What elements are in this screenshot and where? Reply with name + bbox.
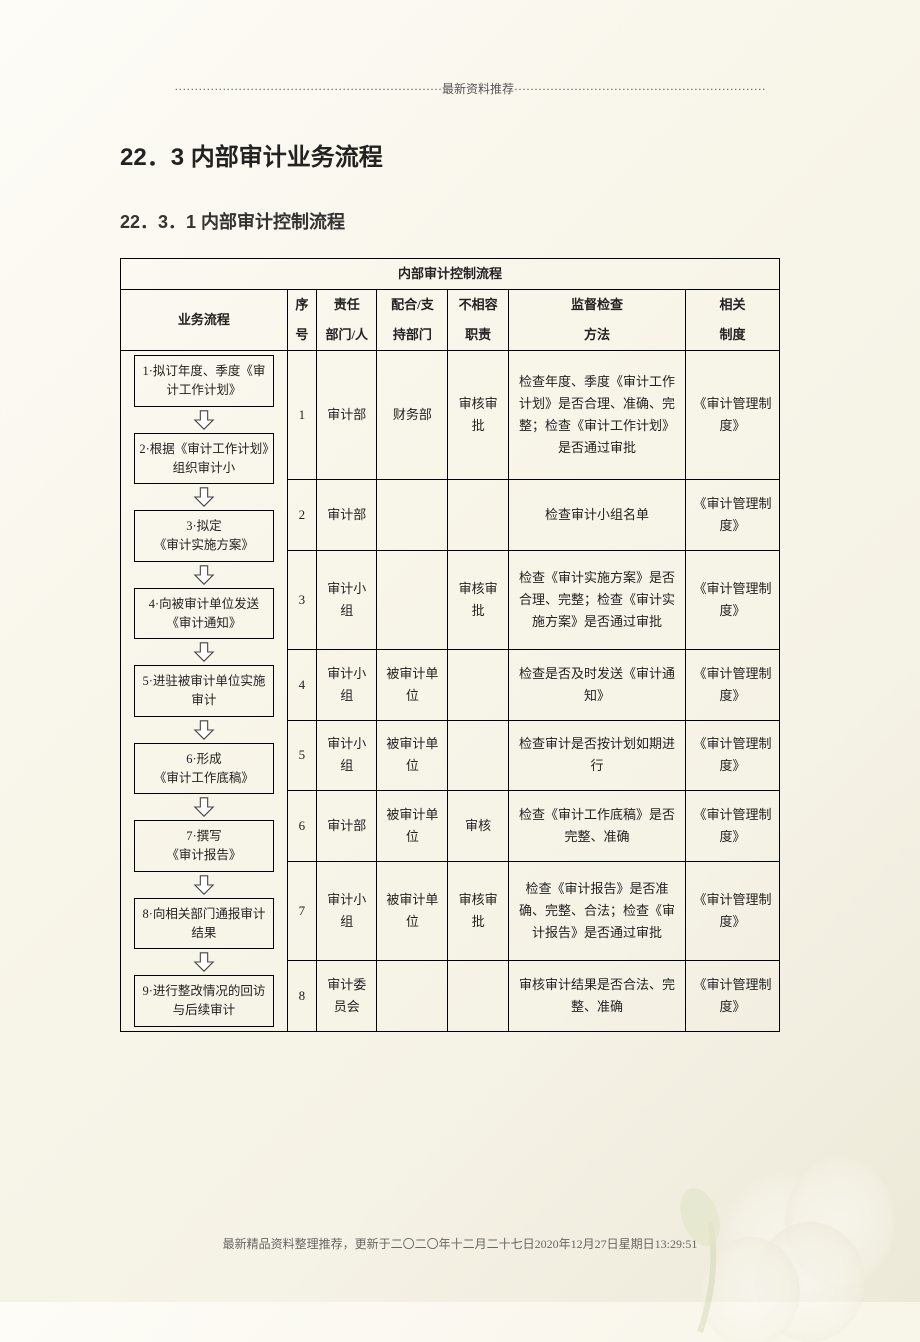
cell-resp: 审计小组: [317, 720, 377, 790]
footer-text: 最新精品资料整理推荐，更新于二〇二〇年十二月二十七日2020年12月27日星期日…: [0, 1235, 920, 1252]
col-flow: 业务流程: [121, 290, 288, 351]
cell-seq: 1: [287, 351, 316, 480]
cell-resp: 审计委员会: [317, 961, 377, 1032]
cell-inc: [448, 480, 508, 550]
cell-sys: 《审计管理制度》: [686, 480, 780, 550]
cell-sup: [377, 550, 448, 650]
down-arrow-icon: [193, 564, 215, 586]
cell-inc: 审核: [448, 791, 508, 861]
cell-sys: 《审计管理制度》: [686, 550, 780, 650]
flow-step: 6·形成《审计工作底稿》: [134, 743, 274, 795]
cell-method: 检查《审计工作底稿》是否完整、准确: [508, 791, 685, 861]
cell-sup: 被审计单位: [377, 791, 448, 861]
cell-sup: 被审计单位: [377, 650, 448, 720]
header-dotted-line: ········································…: [120, 80, 820, 97]
cell-inc: [448, 650, 508, 720]
down-arrow-icon: [193, 951, 215, 973]
cell-seq: 3: [287, 550, 316, 650]
cell-seq: 2: [287, 480, 316, 550]
col-inc-top: 不相容: [448, 290, 508, 321]
cell-resp: 审计小组: [317, 861, 377, 961]
cell-sys: 《审计管理制度》: [686, 650, 780, 720]
cell-sys: 《审计管理制度》: [686, 961, 780, 1032]
col-sup-top: 配合/支: [377, 290, 448, 321]
flow-step: 9·进行整改情况的回访与后续审计: [134, 975, 274, 1027]
col-method-top: 监督检查: [508, 290, 685, 321]
cell-resp: 审计小组: [317, 550, 377, 650]
flow-step: 4·向被审计单位发送《审计通知》: [134, 588, 274, 640]
cell-method: 检查《审计实施方案》是否合理、完整；检查《审计实施方案》是否通过审批: [508, 550, 685, 650]
cell-inc: [448, 961, 508, 1032]
audit-process-table: 内部审计控制流程 业务流程 序 责任 配合/支 不相容 监督检查 相关 号 部门…: [120, 258, 780, 1032]
cell-resp: 审计小组: [317, 650, 377, 720]
cell-resp: 审计部: [317, 480, 377, 550]
down-arrow-icon: [193, 874, 215, 896]
cell-method: 检查《审计报告》是否准确、完整、合法；检查《审计报告》是否通过审批: [508, 861, 685, 961]
col-seq-top: 序: [287, 290, 316, 321]
down-arrow-icon: [193, 486, 215, 508]
cell-seq: 5: [287, 720, 316, 790]
down-arrow-icon: [193, 719, 215, 741]
flow-step: 7·撰写《审计报告》: [134, 820, 274, 872]
cell-method: 审核审计结果是否合法、完整、准确: [508, 961, 685, 1032]
col-sys-bot: 制度: [686, 320, 780, 351]
flow-step: 5·进驻被审计单位实施审计: [134, 665, 274, 717]
table-row: 1·拟订年度、季度《审计工作计划》 2·根据《审计工作计划》组织审计小 3·拟定…: [121, 351, 780, 480]
cell-sys: 《审计管理制度》: [686, 791, 780, 861]
down-arrow-icon: [193, 641, 215, 663]
down-arrow-icon: [193, 796, 215, 818]
cell-inc: 审核审批: [448, 861, 508, 961]
cell-sup: 被审计单位: [377, 720, 448, 790]
cell-method: 检查审计是否按计划如期进行: [508, 720, 685, 790]
flow-column: 1·拟订年度、季度《审计工作计划》 2·根据《审计工作计划》组织审计小 3·拟定…: [121, 351, 288, 1032]
cell-sup: 财务部: [377, 351, 448, 480]
cell-sys: 《审计管理制度》: [686, 720, 780, 790]
cell-sys: 《审计管理制度》: [686, 351, 780, 480]
col-inc-bot: 职责: [448, 320, 508, 351]
cell-seq: 6: [287, 791, 316, 861]
col-resp-top: 责任: [317, 290, 377, 321]
cell-sup: [377, 480, 448, 550]
cell-sup: [377, 961, 448, 1032]
heading-2: 22．3．1 内部审计控制流程: [120, 208, 820, 234]
cell-method: 检查年度、季度《审计工作计划》是否合理、准确、完整；检查《审计工作计划》是否通过…: [508, 351, 685, 480]
flow-step: 8·向相关部门通报审计结果: [134, 898, 274, 950]
table-title: 内部审计控制流程: [121, 259, 780, 290]
cell-inc: 审核审批: [448, 550, 508, 650]
col-sys-top: 相关: [686, 290, 780, 321]
cell-sys: 《审计管理制度》: [686, 861, 780, 961]
cell-resp: 审计部: [317, 351, 377, 480]
cell-method: 检查是否及时发送《审计通知》: [508, 650, 685, 720]
heading-1: 22．3 内部审计业务流程: [120, 137, 820, 172]
cell-inc: [448, 720, 508, 790]
flow-step: 3·拟定《审计实施方案》: [134, 510, 274, 562]
cell-inc: 审核审批: [448, 351, 508, 480]
col-method-bot: 方法: [508, 320, 685, 351]
col-sup-bot: 持部门: [377, 320, 448, 351]
cell-method: 检查审计小组名单: [508, 480, 685, 550]
cell-seq: 4: [287, 650, 316, 720]
cell-seq: 7: [287, 861, 316, 961]
cell-seq: 8: [287, 961, 316, 1032]
flow-step: 1·拟订年度、季度《审计工作计划》: [134, 355, 274, 407]
down-arrow-icon: [193, 409, 215, 431]
cell-resp: 审计部: [317, 791, 377, 861]
flow-step: 2·根据《审计工作计划》组织审计小: [134, 433, 274, 485]
col-resp-bot: 部门/人: [317, 320, 377, 351]
col-seq-bot: 号: [287, 320, 316, 351]
cell-sup: 被审计单位: [377, 861, 448, 961]
